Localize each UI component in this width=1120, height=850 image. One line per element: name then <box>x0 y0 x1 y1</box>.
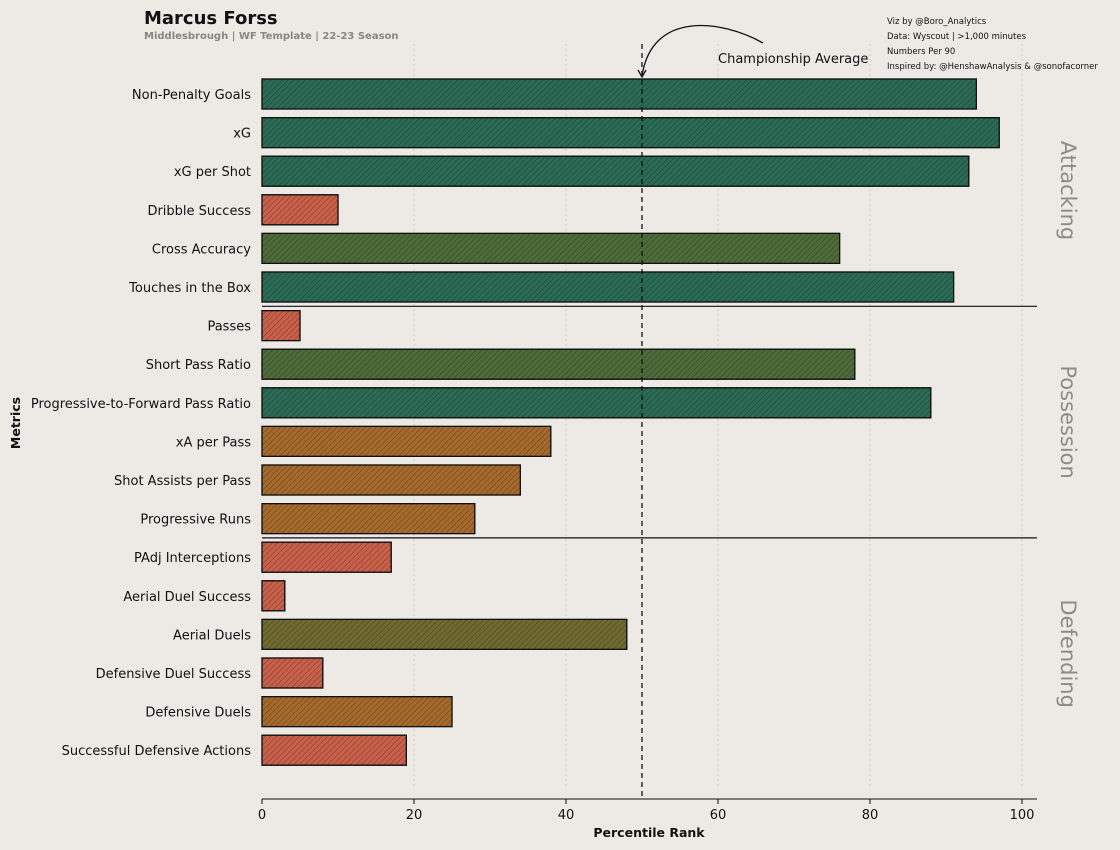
bar-hatch-short-pass-ratio <box>261 348 856 380</box>
championship-average-label: Championship Average <box>718 52 868 67</box>
x-tick-label-60: 60 <box>710 808 727 823</box>
x-tick-label-100: 100 <box>1010 808 1035 823</box>
category-label-touches-in-the-box: Touches in the Box <box>128 281 251 296</box>
bar-padj-interceptions <box>261 541 392 573</box>
bar-hatch-successful-defensive-actions <box>261 734 407 766</box>
category-label-progressive-to-forward-pass-ratio: Progressive-to-Forward Pass Ratio <box>31 397 251 412</box>
bars <box>261 78 1000 766</box>
x-axis-title: Percentile Rank <box>593 825 705 840</box>
chart-title: Marcus Forss <box>144 8 278 29</box>
category-label-shot-assists-per-pass: Shot Assists per Pass <box>114 474 251 489</box>
bar-defensive-duel-success <box>261 657 324 689</box>
grid-lines <box>413 44 1023 790</box>
category-label-cross-accuracy: Cross Accuracy <box>152 242 251 257</box>
bar-aerial-duels <box>261 618 628 651</box>
section-groups: Attacking Possession Defending <box>262 141 1080 708</box>
bar-successful-defensive-actions <box>261 734 407 766</box>
bar-cross-accuracy <box>261 232 841 264</box>
section-label-possession: Possession <box>1056 365 1080 478</box>
category-label-short-pass-ratio: Short Pass Ratio <box>146 358 251 373</box>
category-label-aerial-duel-success: Aerial Duel Success <box>123 590 251 605</box>
bar-xg-per-shot <box>261 155 970 187</box>
bar-xg <box>261 116 1000 149</box>
section-label-defending: Defending <box>1056 599 1080 708</box>
annotation-arrowhead <box>637 69 647 79</box>
x-tick-label-20: 20 <box>406 808 423 823</box>
x-tick-label-40: 40 <box>558 808 575 823</box>
category-label-xa-per-pass: xA per Pass <box>176 435 251 450</box>
bar-hatch-non-penalty-goals <box>261 78 978 110</box>
section-label-attacking: Attacking <box>1056 141 1080 241</box>
credit-units: Numbers Per 90 <box>887 47 955 57</box>
bar-hatch-defensive-duel-success <box>261 657 324 689</box>
bar-progressive-runs <box>261 503 476 535</box>
bar-progressive-to-forward-pass-ratio <box>261 387 932 419</box>
bar-hatch-xg-per-shot <box>261 155 970 187</box>
x-tick-label-80: 80 <box>862 808 879 823</box>
credit-inspired: Inspired by: @HenshawAnalysis & @sonofac… <box>887 62 1098 72</box>
x-tick-label-0: 0 <box>258 808 266 823</box>
bar-hatch-passes <box>261 310 301 342</box>
category-label-dribble-success: Dribble Success <box>147 204 251 219</box>
category-labels: Non-Penalty Goals xG xG per Shot Dribble Su… <box>31 88 251 759</box>
chart-subtitle: Middlesbrough | WF Template | 22-23 Seas… <box>144 31 399 42</box>
bar-dribble-success <box>261 194 339 226</box>
bar-short-pass-ratio <box>261 348 856 380</box>
bar-hatch-defensive-duels <box>261 695 453 728</box>
bar-hatch-progressive-runs <box>261 503 476 535</box>
category-label-xg: xG <box>233 127 251 142</box>
bar-shot-assists-per-pass <box>261 464 521 496</box>
bar-hatch-dribble-success <box>261 194 339 226</box>
bar-hatch-shot-assists-per-pass <box>261 464 521 496</box>
bar-touches-in-the-box <box>261 271 955 303</box>
bar-xa-per-pass <box>261 425 552 457</box>
annotation-arrow <box>641 24 764 77</box>
category-label-aerial-duels: Aerial Duels <box>173 628 251 643</box>
category-label-non-penalty-goals: Non-Penalty Goals <box>132 88 251 103</box>
bar-hatch-xa-per-pass <box>261 425 552 457</box>
bar-hatch-touches-in-the-box <box>261 271 955 303</box>
bar-hatch-xg <box>261 116 1000 149</box>
bar-aerial-duel-success <box>261 580 286 612</box>
bar-hatch-cross-accuracy <box>261 232 841 264</box>
x-axis-ticks: 0 20 40 60 80 100 <box>258 799 1035 823</box>
bar-non-penalty-goals <box>261 78 978 110</box>
bar-passes <box>261 310 301 342</box>
bar-defensive-duels <box>261 695 453 728</box>
credit-viz: Viz by @Boro_Analytics <box>887 17 987 27</box>
category-label-defensive-duel-success: Defensive Duel Success <box>96 667 252 682</box>
category-label-successful-defensive-actions: Successful Defensive Actions <box>62 744 252 759</box>
category-label-xg-per-shot: xG per Shot <box>174 165 251 180</box>
bar-hatch-padj-interceptions <box>261 541 392 573</box>
credit-data: Data: Wyscout | >1,000 minutes <box>887 32 1027 42</box>
category-label-padj-interceptions: PAdj Interceptions <box>134 551 251 566</box>
bar-hatch-progressive-to-forward-pass-ratio <box>261 387 932 419</box>
category-label-progressive-runs: Progressive Runs <box>140 513 251 528</box>
category-label-passes: Passes <box>207 320 251 335</box>
y-axis-title: Metrics <box>8 397 23 449</box>
bar-hatch-aerial-duel-success <box>261 580 286 612</box>
bar-hatch-aerial-duels <box>261 618 628 651</box>
category-label-defensive-duels: Defensive Duels <box>145 706 251 721</box>
